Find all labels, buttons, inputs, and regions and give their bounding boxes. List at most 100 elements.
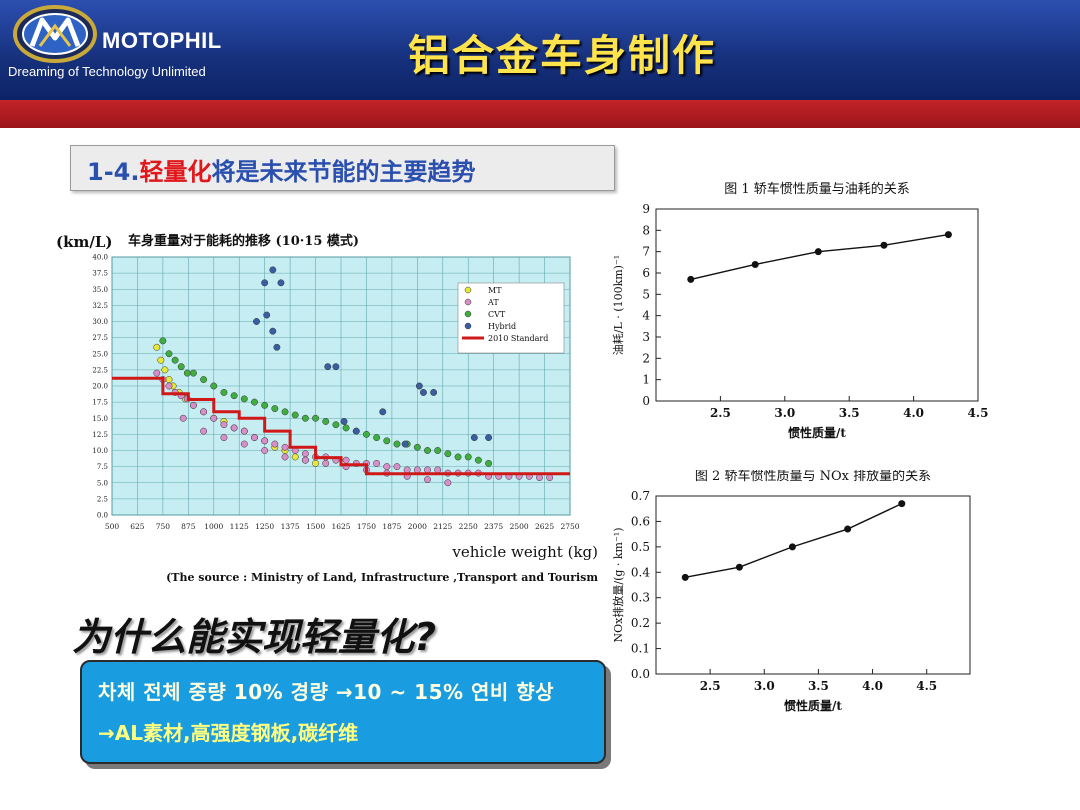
data-point-at [301, 456, 309, 464]
y-tick-label: 3 [642, 330, 650, 344]
data-point-hybrid [263, 311, 271, 319]
data-point-hybrid [273, 343, 281, 351]
data-point [751, 260, 759, 268]
data-point-at [240, 440, 248, 448]
data-point-at [200, 408, 208, 416]
data-point-at [240, 427, 248, 435]
x-tick-label: 3.0 [754, 679, 775, 693]
x-tick-label: 2.5 [700, 679, 721, 693]
legend-label-mt: MT [488, 286, 502, 295]
data-point-cvt [322, 418, 330, 425]
inertia-vs-fuel-consumption-chart: 0 1 2 3 4 5 6 7 8 9 2.5 3.0 3.5 4.0 4.5 惯性质量/t 图 1 轿车惯性质… [611, 181, 989, 440]
y-tick-label: 0.2 [631, 616, 650, 630]
data-point-at [413, 466, 421, 474]
legend-marker-hybrid [464, 322, 472, 330]
brand-tagline: Dreaming of Technology Unlimited [8, 64, 206, 79]
data-point-cvt [159, 337, 167, 345]
data-point-at [403, 466, 411, 474]
data-point-at [220, 421, 228, 429]
data-point-hybrid [352, 427, 360, 435]
x-tick-label: 2375 [484, 522, 503, 531]
y-axis-label: NOx排放量/(g · km⁻¹) [611, 528, 625, 643]
legend-label-hybrid: Hybrid [488, 322, 516, 331]
data-point-cvt [474, 456, 482, 464]
data-point-at [165, 382, 173, 390]
x-axis-label: 惯性质量/t [788, 425, 846, 440]
data-point-hybrid [485, 434, 493, 442]
legend-box [457, 282, 565, 354]
y-tick-label: 22.5 [92, 366, 108, 374]
inertia-vs-nox-chart: 0.0 0.1 0.2 0.3 0.4 0.5 0.6 0.7 2.5 3.0 3.5 4.0 4.5 惯… [611, 470, 971, 713]
standard-2010-line [112, 376, 570, 476]
y-tick-label: 9 [642, 202, 650, 216]
data-point-cvt [291, 411, 299, 419]
data-point-cvt [485, 459, 493, 467]
data-point-cvt [342, 424, 350, 432]
plot-frame [655, 495, 971, 675]
data-point [880, 241, 888, 249]
data-point-mt [153, 343, 161, 351]
y-tick-label: 2 [642, 351, 650, 365]
data-point-mt [157, 356, 165, 364]
callout-line-materials: →AL素材,高强度钢板,碳纤维 [98, 721, 359, 745]
x-axis-label: vehicle weight (kg) [451, 543, 598, 561]
data-point-hybrid [379, 408, 387, 416]
data-point-at [444, 479, 452, 487]
y-tick-label: 0 [642, 394, 650, 408]
data-point-at [230, 424, 238, 432]
data-point-cvt [362, 430, 370, 438]
y-axis-label: 油耗/L · (100km)⁻¹ [611, 255, 625, 355]
data-point-cvt [240, 395, 248, 403]
x-tick-label: 2.5 [710, 406, 731, 420]
data-point-hybrid [401, 440, 409, 448]
data-point-at [179, 414, 187, 422]
data-point-at [424, 476, 431, 483]
data-point [898, 500, 906, 508]
y-tick-label: 40.0 [92, 254, 108, 262]
data-point-at [424, 466, 431, 474]
chart-title: 车身重量对于能耗的推移 (10·15 模式) [128, 233, 359, 249]
y-tick-label: 4 [642, 309, 650, 323]
y-tick-label: 15.0 [92, 415, 108, 423]
data-point [844, 525, 852, 533]
data-point [687, 275, 695, 283]
legend-marker-cvt [464, 310, 472, 318]
y-tick-label: 7.5 [97, 463, 108, 471]
data-point-hybrid [332, 363, 340, 371]
data-point-at [189, 401, 197, 409]
x-tick-label: 1000 [204, 522, 223, 531]
x-tick-label: 4.5 [916, 679, 937, 693]
data-point-at [342, 456, 350, 464]
y-tick-label: 0.1 [631, 642, 650, 656]
data-point [814, 248, 822, 256]
data-point-cvt [454, 453, 462, 461]
x-tick-label: 2000 [408, 522, 427, 531]
y-tick-label: 0.3 [631, 591, 650, 605]
data-point [788, 543, 796, 551]
x-tick-label: 1875 [382, 522, 401, 531]
x-tick-label: 4.5 [968, 406, 989, 420]
y-axis-label: (km/L) [56, 233, 112, 251]
data-point-cvt [251, 398, 258, 406]
data-point-cvt [271, 405, 279, 413]
x-tick-label: 2500 [510, 522, 529, 531]
header-bar: MOTOPHIL Dreaming of Technology Unlimite… [0, 0, 1080, 100]
data-point-cvt [301, 414, 309, 422]
x-tick-label: 4.0 [862, 679, 883, 693]
x-tick-label: 4.0 [903, 406, 924, 420]
data-point-cvt [464, 453, 472, 461]
logo-emblem-icon [13, 5, 97, 63]
data-point-cvt [383, 437, 391, 445]
legend-marker-mt [464, 286, 472, 294]
data-point-cvt [413, 443, 421, 451]
data-point-cvt [189, 369, 197, 377]
y-tick-label: 8 [642, 223, 650, 237]
data-point-at [383, 463, 391, 471]
data-point-at [301, 450, 309, 458]
y-tick-label: 20.0 [92, 383, 108, 391]
data-point-at [261, 447, 269, 454]
legend-label-cvt: CVT [488, 310, 506, 319]
y-tick-label: 0.6 [631, 514, 650, 528]
y-tick-label: 10.0 [92, 447, 108, 455]
data-point-at [200, 427, 208, 435]
